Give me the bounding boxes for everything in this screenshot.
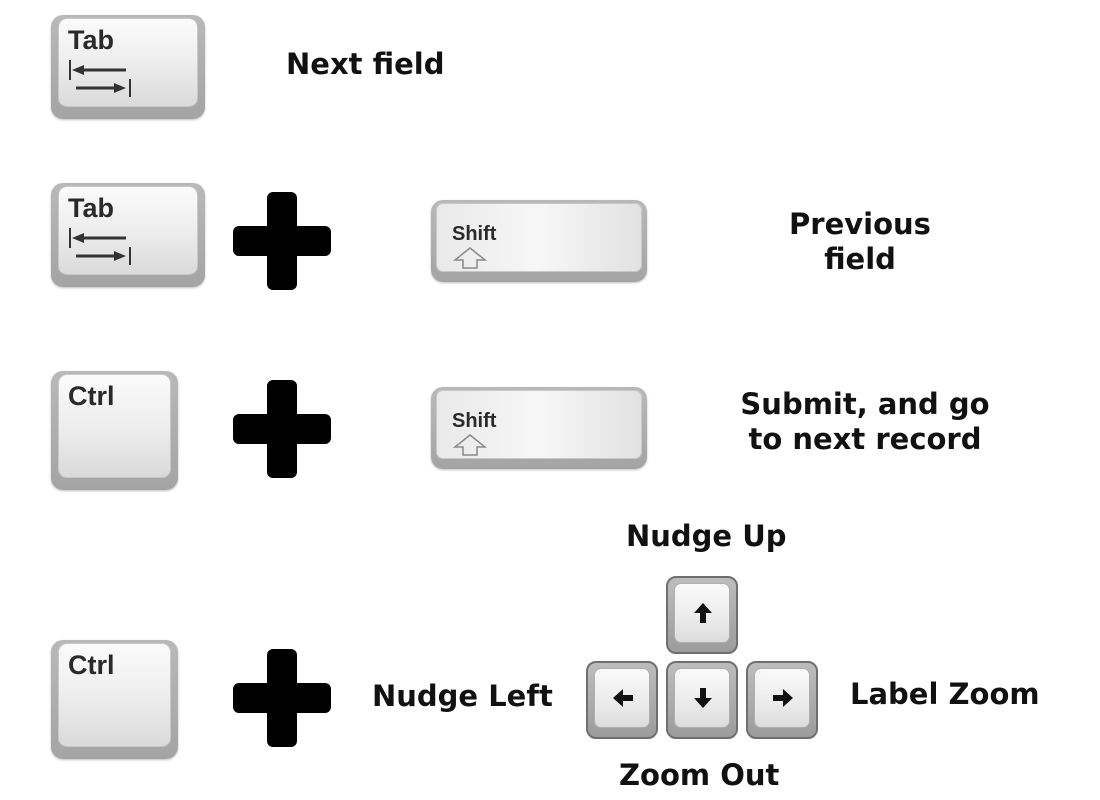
tab-key-row1: Tab <box>51 15 205 119</box>
arrow-right-icon <box>773 689 793 707</box>
ctrl-key-row4: Ctrl <box>51 640 178 759</box>
ctrl-key-row3: Ctrl <box>51 371 178 490</box>
shift-key-row3: Shift <box>431 387 647 469</box>
arrow-left-icon <box>613 689 633 707</box>
tab-arrows-icon <box>69 60 131 97</box>
label-zoom-label: Label Zoom <box>850 677 1040 711</box>
action-line: Submit, and go <box>740 387 990 421</box>
arrow-right-key <box>746 661 818 739</box>
action-line: field <box>824 242 896 276</box>
tab-arrows-icon <box>69 228 131 265</box>
nudge-up-label: Nudge Up <box>626 519 787 553</box>
shift-key-row2: Shift <box>431 200 647 282</box>
plus-icon <box>233 380 331 478</box>
shift-up-outline-icon <box>452 247 488 269</box>
action-line: Previous <box>789 207 931 241</box>
arrow-down-key <box>666 661 738 739</box>
ctrl-key-label: Ctrl <box>68 650 115 680</box>
action-line: to next record <box>748 422 982 456</box>
arrow-up-icon <box>694 603 712 623</box>
tab-key-label: Tab <box>68 25 114 55</box>
plus-icon <box>233 649 331 747</box>
arrow-left-key <box>586 661 658 739</box>
shift-up-outline-icon <box>452 434 488 456</box>
arrow-down-icon <box>694 688 712 708</box>
ctrl-key-label: Ctrl <box>68 381 115 411</box>
tab-key-row2: Tab <box>51 183 205 287</box>
action-label-next-field: Next field <box>286 47 445 81</box>
plus-icon <box>233 192 331 290</box>
action-label-submit-next-record: Submit, and go to next record <box>715 387 1015 457</box>
tab-key-label: Tab <box>68 193 114 223</box>
shift-key-label: Shift <box>452 410 497 432</box>
shift-key-label: Shift <box>452 223 497 245</box>
zoom-out-label: Zoom Out <box>619 758 780 792</box>
nudge-left-label: Nudge Left <box>372 679 553 713</box>
arrow-up-key <box>666 576 738 654</box>
action-label-previous-field: Previous field <box>760 207 960 277</box>
